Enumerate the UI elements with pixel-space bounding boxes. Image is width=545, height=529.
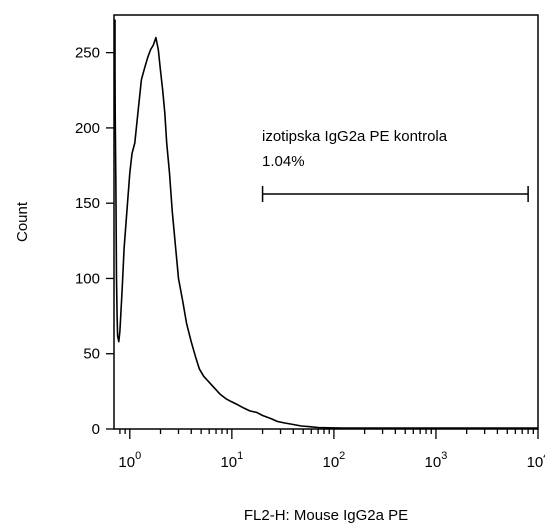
x-tick-label: 100 <box>118 450 141 471</box>
gate-marker <box>261 186 529 202</box>
y-tick-label: 200 <box>75 120 100 137</box>
x-tick-label: 102 <box>322 450 345 471</box>
y-axis-title: Count <box>14 201 31 242</box>
histogram-line <box>114 19 538 429</box>
plot-frame <box>113 14 539 430</box>
y-tick-label: 250 <box>75 45 100 62</box>
x-tick-label: 101 <box>220 450 243 471</box>
x-tick-label: 103 <box>425 450 448 471</box>
y-tick-label: 100 <box>75 270 100 287</box>
y-tick-label: 0 <box>92 421 100 438</box>
x-axis-title: FL2-H: Mouse IgG2a PE <box>244 507 408 524</box>
x-tick-label: 104 <box>527 450 545 471</box>
gate-label: izotipska IgG2a PE kontrola <box>262 128 448 145</box>
y-axis-ticks: 0 50 100 150 200 250 <box>75 45 114 438</box>
y-tick-label: 50 <box>83 346 100 363</box>
y-tick-label: 150 <box>75 195 100 212</box>
gate-percentage: 1.04% <box>262 153 305 170</box>
x-axis-ticks: 100 101 102 103 104 <box>118 429 545 471</box>
